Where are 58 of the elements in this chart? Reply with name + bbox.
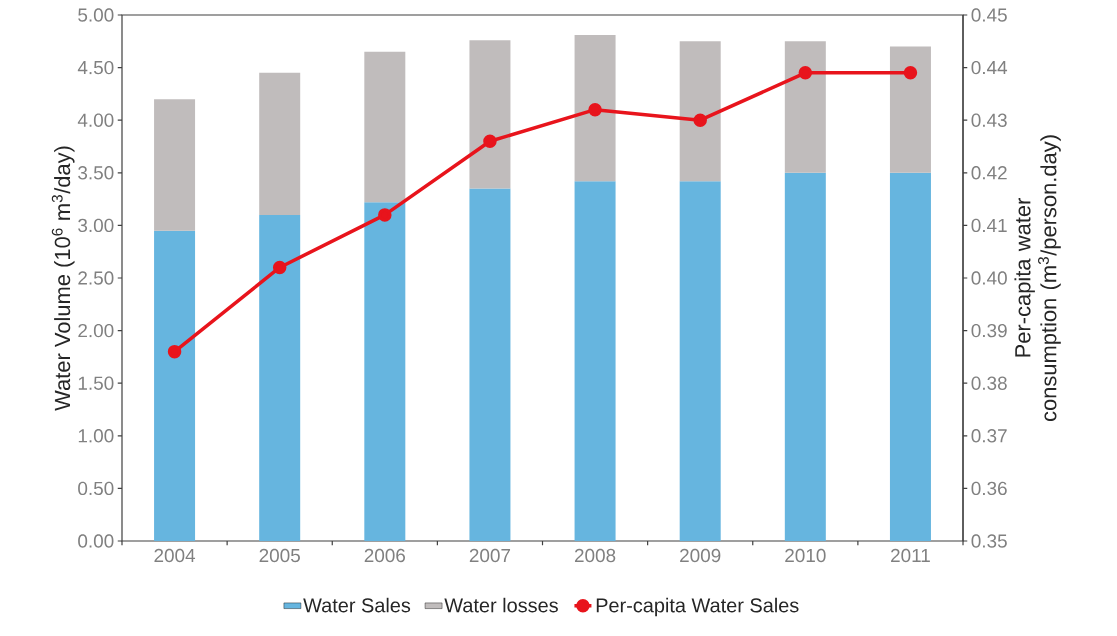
legend-label: Water Sales [303,597,411,613]
y2-tick-label: 0.37 [971,429,1007,443]
y2-tick-label: 0.44 [971,60,1008,75]
y-tick-label: 2.50 [78,271,114,285]
bar [889,172,931,541]
y-tick-label: 4.50 [77,60,114,75]
legend-label: Per-capita Water Sales [596,597,799,617]
point [378,208,392,222]
y-tick-label: 1.00 [78,429,114,443]
x-tick-label: 2009 [680,548,721,563]
y2-tick-label: 0.45 [971,8,1007,22]
x-tick-label: 2010 [785,548,826,563]
bar [364,51,406,203]
bar [889,46,931,173]
bar [784,172,826,541]
x-tick-label: 2004 [154,548,196,563]
y2-tick-label: 0.35 [971,534,1007,548]
y-tick-label: 5.00 [78,8,114,22]
point [903,66,918,80]
y-axis-title: Water Volume (10$^{6}$ m$^{3}$/day) [51,146,75,411]
x-tick-label: 2007 [469,548,511,563]
bar [469,40,511,189]
x-tick-label: 2011 [891,548,930,563]
point [272,260,287,275]
y-tick-label: 0.00 [78,534,114,548]
y2-tick-label: 0.39 [971,323,1007,338]
point [167,344,182,359]
bar [469,188,511,541]
bar [364,202,406,541]
bar [679,181,721,541]
y-tick-label: 1.50 [78,376,114,390]
bar [259,214,301,541]
bar [574,181,616,541]
bar [784,41,826,173]
y-tick-label: 3.50 [78,166,114,180]
bar [154,99,196,231]
y2-tick-label: 0.41 [971,218,1007,233]
x-tick-label: 2008 [574,548,616,563]
point [798,66,813,80]
x-tick-label: 2005 [259,548,300,563]
y-tick-label: 0.50 [78,481,114,496]
bar [574,34,616,182]
bar [679,41,721,182]
x-tick-label: 2006 [364,548,406,563]
y2-tick-label: 0.43 [971,113,1007,127]
y2-tick-label: 0.38 [971,376,1007,390]
legend-label: Water losses [444,597,558,613]
y-tick-label: 4.00 [77,113,114,127]
y2-tick-label: 0.36 [971,481,1007,496]
y-tick-label: 2.00 [78,323,114,338]
y2-tick-label: 0.40 [971,271,1007,285]
bar [154,230,196,541]
point [483,134,497,148]
point [588,102,602,117]
bar [259,72,301,215]
y-tick-label: 3.00 [78,218,114,233]
y2-tick-label: 0.42 [971,166,1007,180]
point [693,113,707,127]
